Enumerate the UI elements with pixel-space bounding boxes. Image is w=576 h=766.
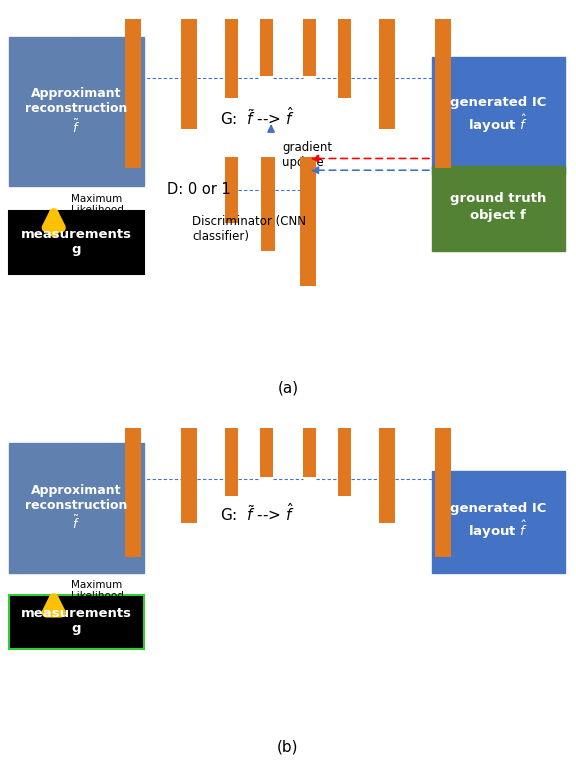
Text: Maximum
Likelihood
algorithm: Maximum Likelihood algorithm [71, 580, 123, 613]
Bar [125, 19, 141, 169]
Bar [260, 19, 273, 76]
Text: (b): (b) [277, 740, 299, 755]
Text: Discriminator (CNN
classifier): Discriminator (CNN classifier) [192, 215, 306, 244]
Bar [435, 19, 451, 169]
Text: ground truth
object $\mathbf{f}$: ground truth object $\mathbf{f}$ [450, 192, 546, 224]
Text: generated IC
layout $\hat{f}$: generated IC layout $\hat{f}$ [450, 96, 546, 135]
Bar [432, 166, 564, 250]
Bar [9, 211, 144, 274]
Text: measurements
$\mathbf{g}$: measurements $\mathbf{g}$ [21, 607, 132, 637]
Bar [225, 156, 238, 223]
Text: (a): (a) [278, 381, 298, 395]
Bar [9, 595, 144, 650]
Text: gradient
update: gradient update [282, 141, 332, 169]
Bar [432, 57, 564, 174]
Text: Maximum
Likelihood
algorithm: Maximum Likelihood algorithm [71, 194, 123, 227]
Bar [125, 428, 141, 558]
Text: measurements
$\mathbf{g}$: measurements $\mathbf{g}$ [21, 228, 132, 257]
Text: G:  $\tilde{f}$ --> $\hat{f}$: G: $\tilde{f}$ --> $\hat{f}$ [220, 502, 295, 524]
Bar [261, 156, 275, 250]
Text: Approximant
reconstruction
$\tilde{f}$: Approximant reconstruction $\tilde{f}$ [25, 484, 127, 532]
Bar [225, 428, 238, 496]
Bar [435, 428, 451, 558]
Bar [225, 19, 238, 98]
Text: D: 0 or 1: D: 0 or 1 [166, 182, 230, 198]
Text: Approximant
reconstruction
$\tilde{f}$: Approximant reconstruction $\tilde{f}$ [25, 87, 127, 136]
Bar [9, 37, 144, 186]
Bar [303, 19, 316, 76]
Text: G:  $\tilde{f}$ --> $\hat{f}$: G: $\tilde{f}$ --> $\hat{f}$ [220, 106, 295, 128]
Text: generated IC
layout $\hat{f}$: generated IC layout $\hat{f}$ [450, 502, 546, 541]
Bar [432, 470, 564, 573]
Bar [300, 156, 316, 286]
Bar [181, 428, 197, 523]
Bar [260, 428, 273, 477]
Bar [9, 444, 144, 573]
Bar [338, 19, 351, 98]
Bar [303, 428, 316, 477]
Bar [379, 428, 395, 523]
Bar [338, 428, 351, 496]
Bar [181, 19, 197, 129]
Bar [379, 19, 395, 129]
